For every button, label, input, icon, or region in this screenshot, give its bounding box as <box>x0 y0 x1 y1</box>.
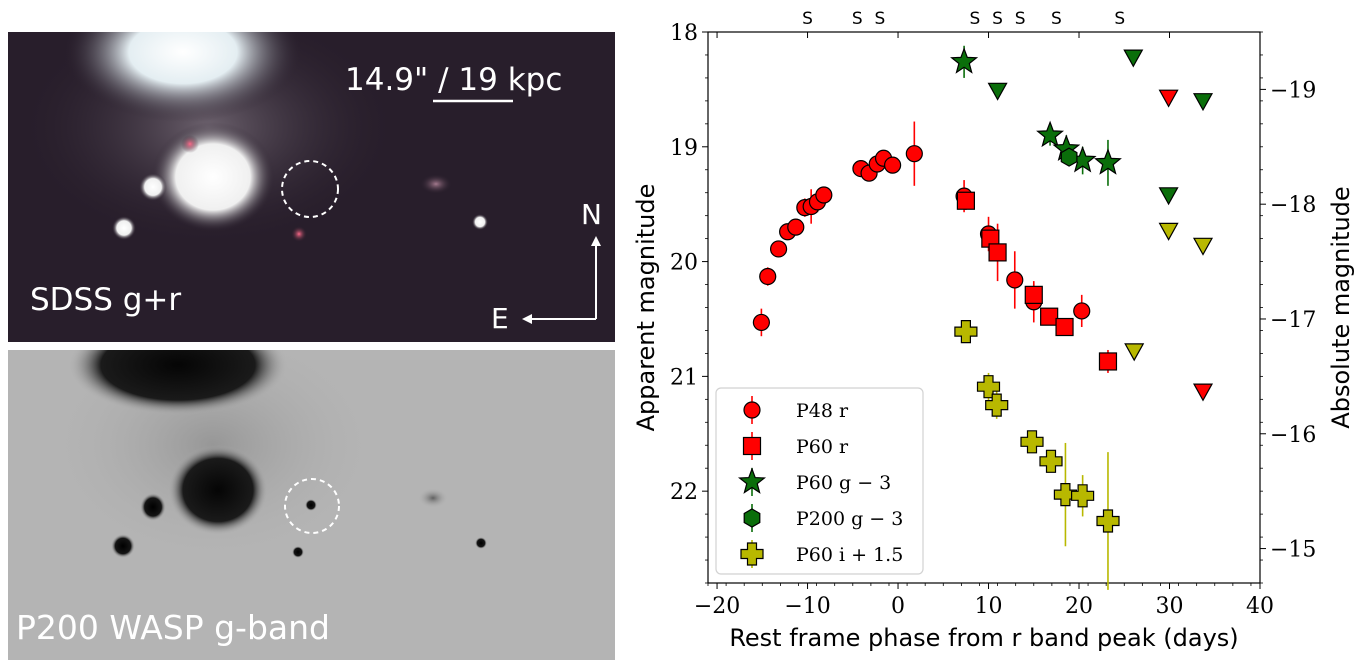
y2-tick-label: −19 <box>1270 78 1316 103</box>
spectrum-epoch-marker: S <box>970 9 981 29</box>
spectrum-epoch-marker: S <box>875 9 886 29</box>
upper-limit-point <box>1124 343 1145 362</box>
x-tick-label: 40 <box>1246 594 1274 619</box>
legend-label: P60 r <box>796 436 849 458</box>
scale-label: 14.9" / 19 kpc <box>345 62 563 98</box>
data-point-square <box>1055 317 1074 337</box>
y2-tick-label: −15 <box>1270 538 1316 563</box>
legend-marker-plus <box>740 542 764 566</box>
data-point-plus <box>1039 449 1063 473</box>
upper-limit-point <box>1192 93 1214 112</box>
upper-limit-point <box>987 82 1008 101</box>
legend-label: P60 g − 3 <box>796 472 891 494</box>
upper-limit-point <box>1192 237 1214 256</box>
data-point-square <box>988 243 1007 262</box>
spectrum-epoch-marker: S <box>852 9 863 29</box>
y-tick-label: 21 <box>670 365 698 390</box>
data-point-plus <box>1071 484 1095 508</box>
data-point-square <box>1040 307 1059 326</box>
data-point-square <box>1024 285 1043 304</box>
legend-label: P200 g − 3 <box>796 508 903 530</box>
sdss-label: SDSS g+r <box>30 282 182 318</box>
data-point-star <box>1094 148 1122 175</box>
spectrum-epoch-marker: S <box>802 9 813 29</box>
p200-image-panel: P200 WASP g-band <box>8 350 615 660</box>
y-axis-label: Apparent magnitude <box>632 184 660 432</box>
sdss-image <box>18 32 601 324</box>
y2-tick-label: −17 <box>1270 308 1316 333</box>
spectrum-epoch-marker: S <box>1015 9 1026 29</box>
data-point-circle <box>1073 302 1091 320</box>
x-tick-label: 0 <box>891 594 905 619</box>
data-point-circle <box>905 145 923 163</box>
data-point-star <box>950 47 979 74</box>
y-tick-label: 22 <box>670 480 698 505</box>
data-point-circle <box>884 156 902 174</box>
upper-limit-point <box>1123 49 1144 68</box>
data-point-plus <box>1096 509 1120 533</box>
y2-axis-label: Absolute magnitude <box>1327 186 1355 428</box>
x-tick-label: −20 <box>694 594 740 619</box>
data-point-circle <box>815 186 833 204</box>
east-label: E <box>491 302 509 335</box>
spectrum-epoch-marker: S <box>992 9 1003 29</box>
data-point-circle <box>787 218 805 236</box>
y2-tick-label: −16 <box>1270 423 1316 448</box>
spectrum-epoch-marker: S <box>1114 9 1125 29</box>
data-point-circle <box>752 313 770 332</box>
data-point-plus <box>1053 483 1077 507</box>
y-tick-label: 19 <box>670 136 698 161</box>
legend-marker-circle <box>743 401 761 419</box>
data-point-circle <box>769 240 788 258</box>
data-point-circle <box>759 267 777 286</box>
legend-box <box>715 387 924 575</box>
transient-circle <box>281 160 339 218</box>
legend-label: P60 i + 1.5 <box>796 544 903 566</box>
legend-marker-square <box>742 436 762 456</box>
north-label: N <box>581 198 602 231</box>
upper-limit-point <box>1158 89 1179 108</box>
x-tick-label: 30 <box>1156 594 1184 619</box>
upper-limit-point <box>1158 222 1179 241</box>
legend: P48 r P60 r P60 g − 3 P200 g − 3 P60 i + 1.5 <box>715 387 924 575</box>
data-point-plus <box>1020 430 1044 454</box>
p200-label: P200 WASP g-band <box>16 608 330 647</box>
legend-marker-star <box>737 467 767 494</box>
light-curve-chart: −20 −10 0 10 20 30 40 18 19 20 21 22 −19 −18 −17 −16 −15… <box>632 9 1355 652</box>
data-point-square <box>956 191 976 210</box>
data-point-hexagon <box>1060 147 1078 167</box>
data-point-star <box>1036 120 1065 148</box>
data-point-plus <box>954 320 978 344</box>
x-tick-label: 20 <box>1065 594 1093 619</box>
x-tick-label: −10 <box>784 594 830 619</box>
legend-label: P48 r <box>796 400 849 422</box>
data-point-plus <box>985 393 1009 417</box>
y-tick-label: 18 <box>670 21 698 46</box>
x-axis-label: Rest frame phase from r band peak (days) <box>729 624 1238 652</box>
upper-limit-point <box>1158 187 1179 206</box>
upper-limit-point <box>1192 383 1214 402</box>
sdss-image-panel: 14.9" / 19 kpc N E SDSS g+r <box>8 32 615 342</box>
y2-tick-label: −18 <box>1270 193 1316 218</box>
data-point-circle <box>1006 271 1024 289</box>
transient-circle <box>284 478 340 534</box>
p200-image <box>43 350 487 565</box>
y-tick-label: 20 <box>670 251 698 276</box>
x-tick-label: 10 <box>975 594 1003 619</box>
legend-marker-hexagon <box>743 508 761 528</box>
spectrum-epoch-marker: S <box>1051 9 1062 29</box>
data-point-square <box>1098 352 1118 371</box>
